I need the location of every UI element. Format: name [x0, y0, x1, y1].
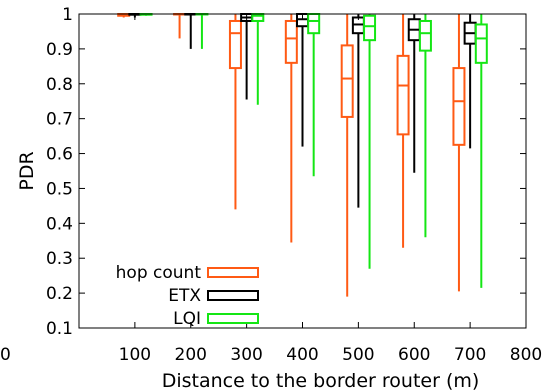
- y-tick-label: 0.4: [46, 214, 73, 234]
- y-tick-label: 0.1: [46, 319, 73, 339]
- x-tick-label: 800: [510, 345, 542, 365]
- x-axis-ticks: 100 200 300 400 500 600 700 800: [119, 14, 542, 365]
- legend: hop count ETX LQI: [116, 263, 259, 329]
- x-tick-label: 300: [230, 345, 262, 365]
- x-tick-label: 600: [398, 345, 430, 365]
- box: [474, 23, 488, 64]
- y-tick-label: 0.7: [46, 110, 73, 130]
- box: [363, 14, 377, 42]
- y-tick-label: 1: [62, 5, 73, 25]
- y-axis-title: PDR: [16, 151, 38, 190]
- plot-marks: [117, 13, 488, 297]
- legend-swatch: [207, 313, 259, 324]
- x-tick-label: 700: [454, 345, 486, 365]
- box: [396, 54, 410, 136]
- legend-label: hop count: [116, 263, 202, 283]
- y-tick-label: 0.2: [46, 284, 73, 304]
- legend-label: LQI: [173, 309, 201, 329]
- box: [418, 19, 432, 52]
- legend-swatch: [207, 267, 259, 278]
- y-tick-label: 0.9: [46, 40, 73, 60]
- x-tick-label: 200: [175, 345, 207, 365]
- y-tick-label: 0.3: [46, 249, 73, 269]
- y-tick-label: 0.5: [46, 179, 73, 199]
- x-tick-label: 400: [286, 345, 318, 365]
- x-tick-label: 100: [119, 345, 151, 365]
- x-tick-label-partial: 0: [0, 345, 11, 365]
- box: [228, 19, 242, 70]
- y-tick-label: 0.8: [46, 75, 73, 95]
- y-axis-ticks: 0.1 0.2 0.3 0.4 0.5 0.6 0.7 0.8 0.9 1: [46, 5, 526, 339]
- series-lqi: [139, 13, 488, 288]
- x-axis-title: Distance to the border router (m): [162, 370, 480, 392]
- box: [284, 19, 298, 64]
- box: [452, 67, 466, 146]
- y-tick-label: 0.6: [46, 145, 73, 165]
- legend-label: ETX: [168, 286, 201, 306]
- x-tick-label: 500: [342, 345, 374, 365]
- box: [340, 44, 354, 118]
- series-hop-count: [117, 13, 466, 297]
- box: [307, 13, 321, 35]
- legend-swatch: [207, 290, 259, 301]
